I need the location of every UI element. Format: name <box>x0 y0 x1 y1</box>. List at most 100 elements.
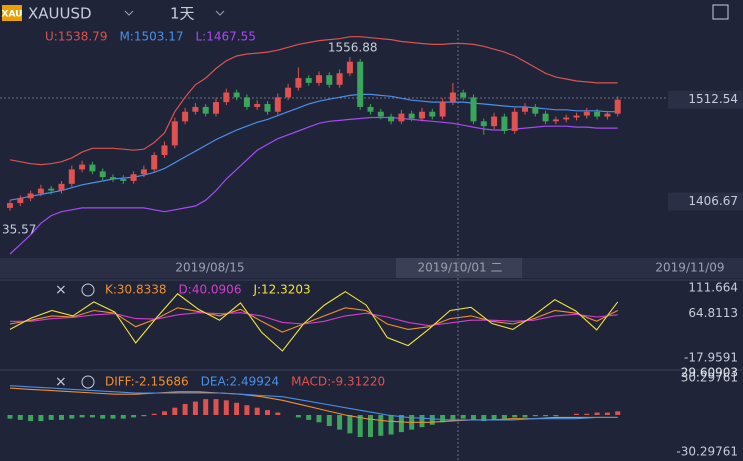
candle-body <box>367 106 374 112</box>
symbol-icon-text: XAU <box>2 10 23 20</box>
candle-body <box>419 111 425 119</box>
macd-bar <box>48 415 54 420</box>
candle-body <box>501 116 508 131</box>
legend-item: L:1467.55 <box>195 30 255 44</box>
candle-body <box>192 106 199 112</box>
x-tick-label: 2019/11/09 <box>655 261 724 275</box>
candle-body <box>408 113 415 119</box>
candle-body <box>243 97 250 107</box>
macd-bar <box>7 415 13 419</box>
macd-bar <box>172 407 178 415</box>
macd-bar <box>368 415 373 437</box>
candle-body <box>449 92 456 103</box>
macd-line <box>9 387 618 423</box>
macd-bar <box>316 415 322 423</box>
macd-bar <box>481 415 487 422</box>
candle-body <box>182 111 189 122</box>
settings-icon[interactable] <box>81 375 95 389</box>
candle-body <box>614 99 621 114</box>
candle-body <box>202 106 209 114</box>
price-tag <box>668 90 743 109</box>
candle-body <box>326 75 333 85</box>
candle-body <box>511 111 518 131</box>
date-highlight <box>396 258 522 278</box>
macd-bar <box>471 415 476 420</box>
candle-body <box>285 87 292 98</box>
candle-body <box>573 115 580 118</box>
candle-body <box>460 92 467 98</box>
macd-bar <box>244 405 250 415</box>
macd-bar <box>275 412 281 415</box>
symbol-dropdown[interactable] <box>124 10 134 16</box>
macd-bar <box>110 415 116 419</box>
candle-body <box>79 164 86 170</box>
candle-body <box>110 177 116 180</box>
kdj-line <box>10 312 618 327</box>
candle-body <box>532 106 539 114</box>
candle-body <box>27 193 34 199</box>
macd-bar <box>440 415 446 423</box>
macd-bar <box>326 415 332 426</box>
candle-body <box>563 117 570 120</box>
macd-bar <box>28 415 34 422</box>
macd-bar <box>450 415 456 420</box>
candle-body <box>346 61 353 74</box>
macd-bar <box>460 415 466 419</box>
macd-bar <box>574 413 579 415</box>
candle-body <box>480 121 487 127</box>
candle-body <box>151 155 158 170</box>
macd-bar <box>522 415 528 418</box>
macd-bar <box>141 415 147 417</box>
candle-body <box>58 183 65 191</box>
candle-body <box>583 111 590 116</box>
candle-body <box>37 188 44 194</box>
candle-body <box>594 111 601 117</box>
candle-body <box>522 106 528 112</box>
candle-body <box>377 111 384 117</box>
candle-body <box>68 169 75 184</box>
legend-item: DIFF:-2.15686 <box>105 375 189 389</box>
legend-item: U:1538.79 <box>45 30 107 44</box>
close-icon[interactable]: × <box>55 374 67 390</box>
period-dropdown[interactable] <box>215 10 225 16</box>
macd-bar <box>491 415 497 420</box>
high-label: 1556.88 <box>328 41 378 55</box>
symbol-icon[interactable] <box>2 5 22 21</box>
period[interactable]: 1天 <box>170 5 195 23</box>
y-tick-label: 1512.54 <box>688 92 738 106</box>
legend-item: K:30.8338 <box>105 283 167 297</box>
candle-body <box>388 116 395 122</box>
candle-body <box>316 75 322 83</box>
candle-body <box>336 73 343 85</box>
macd-bar <box>203 399 209 415</box>
candle-body <box>305 78 312 83</box>
macd-bar <box>89 415 95 418</box>
macd-bar <box>553 415 559 417</box>
menu-icon[interactable] <box>712 4 729 20</box>
macd-bar <box>295 415 301 418</box>
macd-bar <box>100 415 106 419</box>
candle-body <box>130 174 137 181</box>
macd-bar <box>337 415 343 430</box>
band-line <box>9 36 618 166</box>
legend-item: M:1503.17 <box>119 30 183 44</box>
macd-bar <box>59 415 64 420</box>
macd-line <box>9 385 618 421</box>
macd-bar <box>378 415 384 436</box>
candle-body <box>120 179 127 181</box>
band-line <box>9 93 618 201</box>
legend-item: J:12.3203 <box>252 283 310 297</box>
y-tick-label: 1406.67 <box>688 194 738 208</box>
candle-body <box>7 203 13 208</box>
symbol[interactable]: XAUUSD <box>28 5 92 23</box>
candle-body <box>439 102 446 117</box>
y-tick-label: 64.8113 <box>688 306 738 320</box>
macd-bar <box>17 415 23 420</box>
settings-icon[interactable] <box>81 283 95 297</box>
candle-body <box>99 171 106 178</box>
legend-item: MACD:-9.31220 <box>291 375 385 389</box>
close-icon[interactable]: × <box>55 282 67 298</box>
macd-bar <box>594 412 600 415</box>
candle-body <box>398 113 405 122</box>
